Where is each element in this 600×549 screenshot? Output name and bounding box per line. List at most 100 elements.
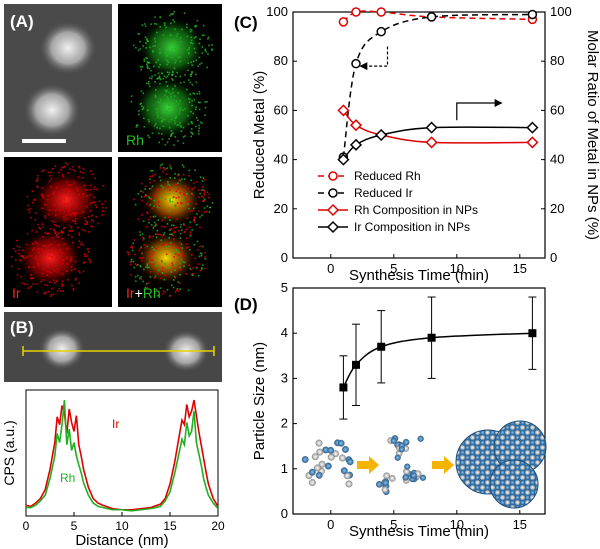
signal-dot	[195, 117, 198, 119]
signal-dot	[21, 255, 24, 258]
signal-dot	[201, 245, 204, 248]
right-arrow-head	[494, 99, 503, 108]
signal-dot	[50, 293, 53, 296]
signal-dot	[138, 33, 140, 35]
signal-dot	[53, 224, 56, 226]
signal-dot	[154, 96, 157, 98]
signal-dot	[86, 255, 88, 257]
profile-series-rh	[26, 399, 219, 512]
signal-dot	[131, 247, 134, 249]
signal-dot	[157, 206, 159, 208]
signal-dot	[135, 280, 137, 282]
signal-dot	[160, 233, 162, 236]
signal-dot	[137, 274, 139, 277]
signal-dot	[182, 142, 185, 145]
signal-dot	[134, 275, 137, 278]
signal-dot	[85, 223, 88, 225]
signal-dot	[146, 57, 149, 60]
signal-dot	[61, 166, 63, 169]
signal-dot	[172, 88, 174, 90]
signal-dot	[54, 214, 57, 217]
signal-dot	[170, 228, 173, 230]
signal-dot	[182, 109, 184, 111]
signal-dot	[172, 267, 175, 270]
signal-dot	[165, 59, 168, 61]
signal-dot	[61, 231, 64, 233]
signal-dot	[167, 183, 169, 185]
signal-dot	[166, 60, 169, 62]
signal-dot	[52, 237, 55, 239]
signal-dot	[144, 246, 147, 249]
signal-dot	[187, 123, 190, 125]
signal-dot	[26, 232, 29, 235]
atom-dot	[311, 453, 319, 461]
signal-dot	[147, 266, 149, 269]
signal-dot	[155, 247, 158, 250]
signal-dot	[151, 259, 153, 261]
signal-dot	[148, 196, 150, 198]
signal-dot	[157, 219, 160, 221]
signal-dot	[77, 246, 80, 249]
signal-dot	[149, 262, 152, 264]
signal-dot	[184, 197, 187, 200]
atom-dot	[390, 437, 397, 444]
signal-dot	[87, 231, 90, 233]
signal-dot	[207, 53, 209, 55]
signal-dot	[41, 195, 44, 198]
legend-marker	[326, 220, 340, 234]
signal-dot	[178, 247, 181, 249]
signal-dot	[196, 119, 199, 122]
signal-dot	[186, 23, 188, 26]
signal-dot	[161, 108, 163, 110]
signal-dot	[173, 252, 175, 254]
signal-dot	[155, 233, 157, 235]
series-line-1	[342, 13, 533, 158]
signal-dot	[171, 200, 174, 203]
signal-dot	[89, 202, 92, 205]
signal-dot	[193, 37, 196, 39]
signal-dot	[195, 106, 197, 109]
signal-dot	[198, 108, 201, 111]
signal-dot	[187, 51, 190, 54]
atom-dot	[410, 472, 417, 479]
atom-dot	[345, 480, 353, 488]
signal-dot	[158, 66, 160, 68]
signal-dot	[61, 237, 64, 240]
signal-dot	[82, 228, 84, 231]
signal-dot	[173, 21, 176, 23]
signal-dot	[179, 246, 182, 249]
signal-dot	[175, 226, 178, 228]
signal-dot	[170, 242, 172, 244]
signal-dot	[179, 237, 182, 239]
signal-dot	[163, 243, 165, 246]
signal-dot	[153, 173, 156, 176]
signal-dot	[172, 71, 174, 74]
signal-dot	[156, 258, 159, 261]
signal-dot	[139, 234, 142, 236]
signal-dot	[23, 283, 26, 285]
signal-dot	[50, 256, 53, 259]
signal-dot	[84, 223, 86, 225]
signal-dot	[77, 189, 79, 192]
signal-dot	[171, 264, 174, 266]
signal-dot	[200, 252, 203, 255]
signal-dot	[139, 103, 141, 105]
signal-dot	[87, 251, 90, 253]
signal-dot	[192, 274, 194, 277]
signal-dot	[68, 184, 70, 187]
signal-dot	[65, 162, 67, 164]
signal-dot	[197, 263, 200, 265]
signal-dot	[90, 170, 92, 172]
signal-dot	[56, 271, 59, 273]
signal-dot	[180, 243, 183, 246]
signal-dot	[168, 104, 170, 107]
signal-dot	[211, 44, 213, 46]
signal-dot	[147, 282, 150, 285]
signal-dot	[47, 290, 50, 293]
signal-dot	[207, 38, 209, 40]
signal-dot	[35, 282, 37, 285]
signal-dot	[169, 14, 171, 17]
signal-dot	[97, 222, 99, 225]
x-tick-label: 10	[450, 261, 464, 276]
signal-dot	[41, 187, 43, 190]
